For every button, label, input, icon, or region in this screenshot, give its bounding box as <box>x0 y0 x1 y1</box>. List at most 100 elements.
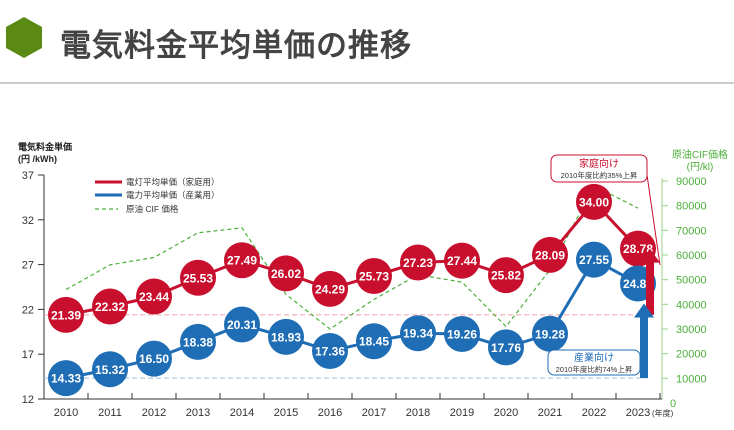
x-tick-label: 2022 <box>582 407 606 419</box>
household-point <box>444 242 480 279</box>
industrial-data-label: 17.36 <box>315 344 345 358</box>
industrial-data-label: 14.33 <box>51 372 81 386</box>
household-data-label: 27.49 <box>227 254 257 268</box>
industrial-data-label: 27.55 <box>579 253 609 267</box>
left-tick-label: 32 <box>22 215 34 227</box>
industrial-point <box>268 318 304 355</box>
page-title: 電気料金平均単価の推移 <box>60 28 412 64</box>
right-axis-title: 原油CIF価格 <box>672 148 728 161</box>
industrial-data-label: 19.34 <box>403 327 433 341</box>
industrial-point <box>48 360 84 397</box>
legend-industrial-label: 電力平均単価（産業用） <box>126 190 220 200</box>
industrial-callout-title: 産業向け <box>574 351 614 364</box>
household-data-label: 23.44 <box>139 290 169 304</box>
industrial-point <box>488 329 524 366</box>
x-tick-label: 2021 <box>538 407 562 419</box>
x-tick-label: 2019 <box>450 407 474 419</box>
left-axis-title: 電気料金単価 <box>18 141 72 152</box>
x-tick-label: 2015 <box>274 407 298 419</box>
industrial-data-label: 18.38 <box>183 335 213 349</box>
industrial-data-label: 18.93 <box>271 330 301 344</box>
right-tick-label: 70000 <box>676 225 707 237</box>
hexagon-icon <box>6 17 42 58</box>
industrial-point <box>576 241 612 278</box>
household-data-label: 27.44 <box>447 254 477 268</box>
industrial-point <box>444 315 480 352</box>
oil-cif-line <box>65 185 639 330</box>
left-axis-unit: (円 /kWh) <box>18 154 57 164</box>
household-data-label: 26.02 <box>271 267 301 281</box>
x-tick-label: 2012 <box>142 407 166 419</box>
right-tick-label: 0 <box>670 398 676 410</box>
household-point <box>136 278 172 315</box>
industrial-point <box>180 323 216 360</box>
industrial-data-label: 24.89 <box>623 277 653 291</box>
industrial-point <box>356 323 392 360</box>
divider <box>0 82 734 84</box>
household-data-label: 25.73 <box>359 269 389 283</box>
x-tick-label: 2011 <box>98 407 122 419</box>
household-point <box>180 259 216 296</box>
household-point <box>92 288 128 325</box>
household-data-label: 25.53 <box>183 271 213 285</box>
household-data-label: 24.29 <box>315 282 345 296</box>
household-callout-box <box>550 154 648 183</box>
household-data-label: 27.23 <box>403 256 433 270</box>
industrial-data-label: 16.50 <box>139 352 169 366</box>
industrial-data-label: 19.26 <box>447 327 477 341</box>
household-data-label: 25.82 <box>491 269 521 283</box>
left-tick-label: 17 <box>22 349 34 361</box>
household-point <box>48 296 84 333</box>
household-point <box>488 257 524 294</box>
right-tick-label: 60000 <box>676 250 707 262</box>
x-tick-label: 2017 <box>362 407 386 419</box>
x-tick-label: 2023 <box>626 407 650 419</box>
right-tick-label: 80000 <box>676 201 707 213</box>
household-point <box>400 244 436 281</box>
household-point <box>224 242 260 279</box>
household-data-label: 22.32 <box>95 300 125 314</box>
household-point <box>576 183 612 220</box>
x-tick-label: 2018 <box>406 407 430 419</box>
household-data-label: 34.00 <box>579 195 609 209</box>
household-point <box>356 257 392 294</box>
household-point <box>312 270 348 307</box>
x-tick-label: 2013 <box>186 407 210 419</box>
household-data-label: 28.78 <box>623 242 653 256</box>
industrial-point <box>532 315 568 352</box>
right-tick-label: 10000 <box>676 373 707 385</box>
legend-household-label: 電灯平均単価（家庭用） <box>126 177 220 187</box>
industrial-data-label: 15.32 <box>95 363 125 377</box>
household-increase-arrow <box>646 260 654 315</box>
left-tick-label: 27 <box>22 260 34 272</box>
industrial-data-label: 19.28 <box>535 327 565 341</box>
household-point <box>268 255 304 292</box>
household-arrow-head <box>640 248 660 263</box>
right-tick-label: 20000 <box>676 349 707 361</box>
industrial-data-label: 17.76 <box>491 341 521 355</box>
industrial-callout-text: 2010年度比約74%上昇 <box>556 364 633 374</box>
industrial-point <box>312 332 348 369</box>
legend-oil-label: 原油 CIF 価格 <box>126 204 179 214</box>
x-tick-label: 2016 <box>318 407 342 419</box>
right-tick-label: 50000 <box>676 275 707 287</box>
household-data-label: 28.09 <box>535 248 565 262</box>
industrial-arrow-head <box>634 303 654 318</box>
household-callout-title: 家庭向け <box>579 157 619 170</box>
x-axis-unit: (年度) <box>652 408 674 418</box>
industrial-callout-box <box>547 349 641 376</box>
household-point <box>532 236 568 273</box>
left-tick-label: 12 <box>22 394 34 406</box>
household-callout-text: 2010年度比約35%上昇 <box>561 170 638 180</box>
household-data-label: 21.39 <box>51 308 81 322</box>
industrial-data-label: 18.45 <box>359 335 389 349</box>
industrial-point <box>224 306 260 343</box>
industrial-point <box>136 340 172 377</box>
industrial-point <box>92 351 128 388</box>
right-tick-label: 90000 <box>676 176 707 188</box>
industrial-point <box>400 315 436 352</box>
x-tick-label: 2010 <box>54 407 78 419</box>
x-tick-label: 2014 <box>230 407 254 419</box>
household-callout-pointer <box>645 167 661 266</box>
